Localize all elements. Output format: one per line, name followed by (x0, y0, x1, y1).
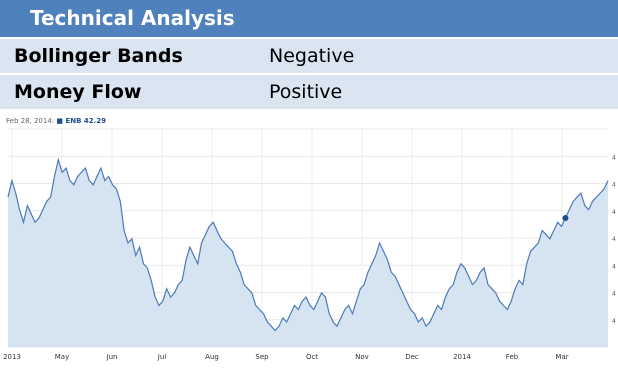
x-tick-label: Nov (355, 353, 369, 361)
x-tick-label: Jul (157, 353, 167, 361)
x-tick-label: 2014 (453, 353, 471, 361)
x-tick-label: Sep (255, 353, 269, 361)
table-row-money-flow: Money Flow Positive (0, 73, 618, 109)
row-value: Negative (269, 45, 355, 67)
legend-series-label: ENB 42.29 (65, 117, 107, 125)
price-line (7, 157, 609, 332)
row-label: Money Flow (14, 81, 142, 103)
legend-series: ■ ENB 42.29 (56, 117, 107, 125)
chart-legend: Feb 28, 2014: ■ ENB 42.29 (6, 117, 106, 125)
x-tick-label: Jun (106, 353, 118, 361)
y-tick-label: 4 (612, 318, 616, 325)
x-tick-label: May (55, 353, 69, 361)
y-tick-label: 4 (612, 236, 616, 243)
row-label: Bollinger Bands (14, 45, 183, 67)
highlight-point (562, 215, 569, 222)
y-tick-label: 4 (612, 263, 616, 270)
x-tick-label: Dec (405, 353, 419, 361)
x-tick-label: Aug (205, 353, 219, 361)
y-tick-label: 4 (612, 291, 616, 298)
x-tick-label: Oct (306, 353, 318, 361)
row-value: Positive (269, 81, 343, 103)
x-tick-label: Mar (555, 353, 568, 361)
price-area (8, 159, 608, 347)
chart-svg: 4 4 4 4 4 4 4 2013 May Jun Jul Aug Sep Oct Nov Dec 2014 F… (3, 128, 616, 361)
table-header: Technical Analysis (0, 0, 618, 37)
y-tick-label: 4 (612, 154, 616, 161)
x-tick-label: 2013 (3, 353, 21, 361)
table-title: Technical Analysis (30, 6, 235, 30)
legend-date: Feb 28, 2014: (6, 117, 55, 125)
x-tick-label: Feb (506, 353, 519, 361)
y-tick-label: 4 (612, 182, 616, 189)
y-tick-label: 4 (612, 209, 616, 216)
technical-analysis-table: Technical Analysis Bollinger Bands Negat… (0, 0, 618, 109)
table-row-bollinger: Bollinger Bands Negative (0, 37, 618, 73)
price-chart: Feb 28, 2014: ■ ENB 42.29 4 4 4 4 4 4 4 2013 May… (0, 117, 618, 365)
